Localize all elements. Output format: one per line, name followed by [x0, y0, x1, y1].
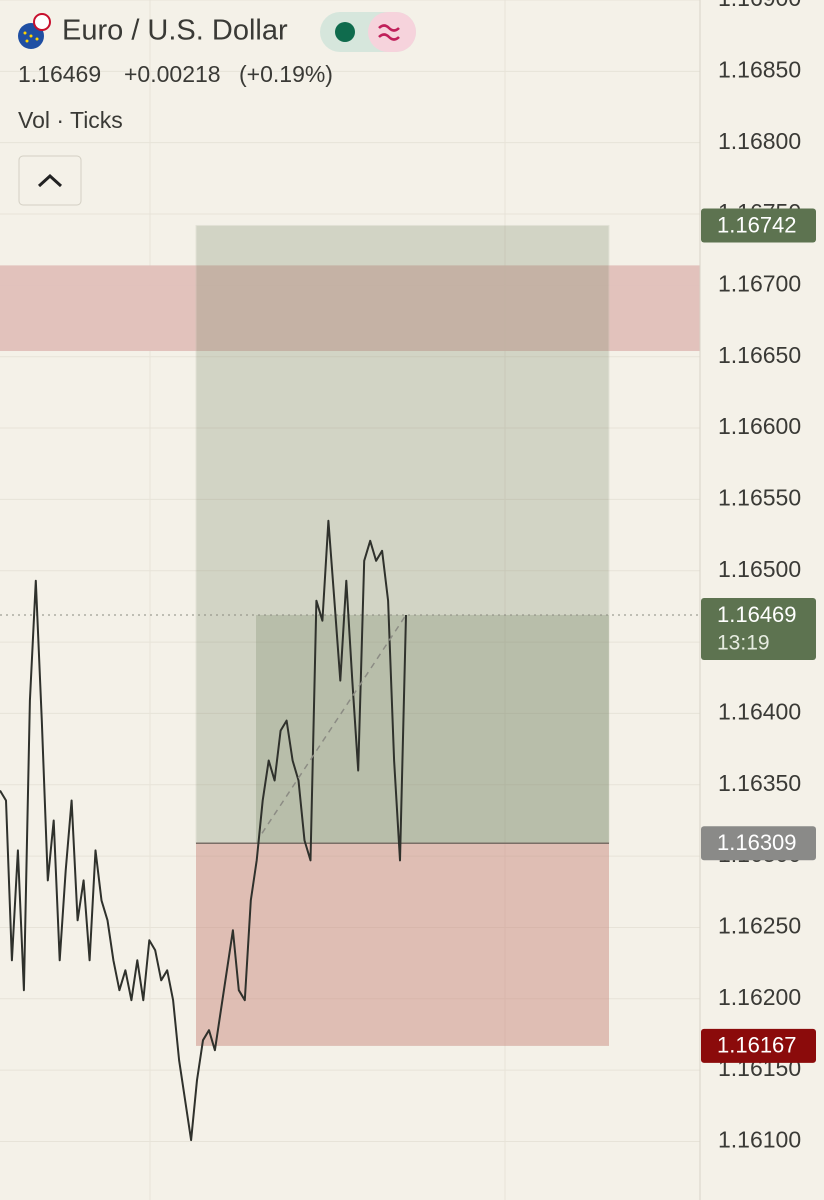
- y-tick-label: 1.16700: [718, 270, 801, 296]
- collapse-icon: [37, 173, 63, 188]
- y-tick-label: 1.16350: [718, 770, 801, 796]
- collapse-button[interactable]: [18, 155, 82, 206]
- price-change-percent: (+0.19%): [239, 61, 333, 87]
- header: Euro / U.S. Dollar 1.16469 +0.00218 (+0.…: [18, 12, 416, 206]
- entry-price-label: 1.16309: [717, 830, 797, 855]
- countdown: 13:19: [717, 632, 770, 655]
- y-tick-label: 1.16800: [718, 128, 801, 154]
- y-tick-label: 1.16400: [718, 699, 801, 725]
- symbol-name: Euro / U.S. Dollar: [62, 15, 288, 47]
- price-line: [0, 519, 407, 1142]
- y-tick-label: 1.16100: [718, 1127, 801, 1153]
- target-badge: [701, 208, 816, 243]
- last-price-label: 1.16469: [717, 602, 797, 627]
- plot: [0, 224, 700, 1142]
- stop-price-label: 1.16167: [717, 1033, 797, 1058]
- last-price: 1.16469: [18, 61, 101, 87]
- price-change: +0.00218: [124, 61, 221, 87]
- delay-icon: [378, 24, 400, 41]
- stop-badge: [701, 1028, 816, 1063]
- market-open-dot: [335, 22, 355, 42]
- y-tick-label: 1.16550: [718, 484, 801, 510]
- y-tick-label: 1.16250: [718, 913, 801, 939]
- y-tick-label: 1.16600: [718, 413, 801, 439]
- y-tick-label: 1.16850: [718, 56, 801, 82]
- target-price-label: 1.16742: [717, 212, 797, 237]
- open-profit: [256, 614, 609, 844]
- y-tick-label: 1.16650: [718, 342, 801, 368]
- price-badges: 1.16742 1.16469 13:19 1.16309 1.16167: [701, 208, 816, 1063]
- y-tick-label: 1.16500: [718, 556, 801, 582]
- resistance-zone: [0, 265, 700, 352]
- flag-icon: [18, 13, 51, 49]
- y-tick-label: 1.16200: [718, 984, 801, 1010]
- loss-zone: [196, 843, 609, 1046]
- last-badge: [701, 597, 816, 660]
- indicator-label: Vol · Ticks: [18, 107, 123, 133]
- status-pill-right[interactable]: [368, 12, 416, 52]
- entry-badge: [701, 826, 816, 861]
- y-tick-label: 1.16900: [718, 0, 801, 11]
